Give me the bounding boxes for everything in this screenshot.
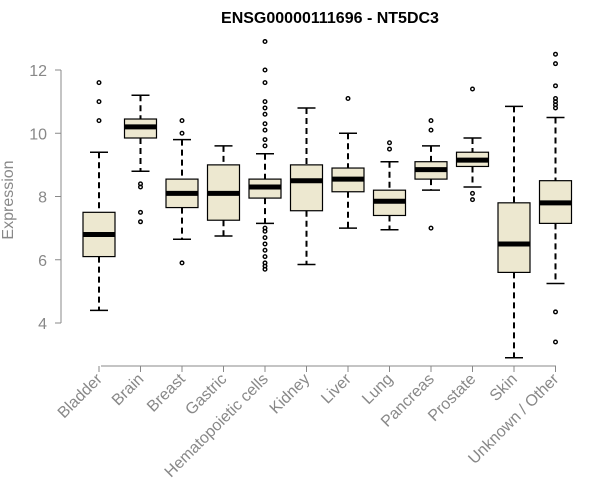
- outlier-point: [262, 260, 268, 266]
- y-tick-label: 6: [38, 253, 47, 270]
- outlier-point: [262, 235, 268, 241]
- outlier-point: [428, 127, 434, 133]
- outlier-point: [179, 260, 185, 266]
- y-tick-label: 4: [38, 316, 47, 333]
- outlier-point: [137, 209, 143, 215]
- box-group-prostate: [455, 86, 490, 203]
- outlier-point: [470, 86, 476, 92]
- x-tick-label: Breast: [144, 370, 189, 415]
- y-tick-label: 12: [29, 63, 47, 80]
- outlier-point: [262, 247, 268, 253]
- outlier-point: [262, 137, 268, 143]
- outlier-point: [553, 339, 559, 345]
- x-tick-label: Kidney: [267, 371, 314, 418]
- x-tick-label: Brain: [109, 371, 147, 409]
- outlier-point: [137, 219, 143, 225]
- outlier-point: [387, 146, 393, 152]
- box-group-hematopoietic-cells: [248, 39, 282, 272]
- box-group-kidney: [289, 107, 324, 266]
- chart-title: ENSG00000111696 - NT5DC3: [221, 10, 439, 27]
- outlier-point: [262, 254, 268, 260]
- box-group-unknown-other: [538, 51, 573, 345]
- outlier-point: [387, 140, 393, 146]
- x-tick-label: Lung: [359, 371, 396, 408]
- outlier-point: [262, 80, 268, 86]
- outlier-point: [262, 241, 268, 247]
- outlier-point: [262, 67, 268, 73]
- outlier-point: [262, 225, 268, 231]
- outlier-point: [137, 181, 143, 187]
- outlier-point: [428, 118, 434, 124]
- y-tick-label: 8: [38, 190, 47, 207]
- y-ticks: 4 6 8 10 12: [29, 63, 61, 333]
- outlier-point: [553, 51, 559, 57]
- outlier-point: [262, 127, 268, 133]
- outlier-point: [262, 121, 268, 127]
- outlier-point: [262, 143, 268, 149]
- x-tick-label: Bladder: [55, 370, 106, 421]
- outlier-point: [553, 83, 559, 89]
- outlier-point: [345, 95, 351, 101]
- outlier-point: [262, 105, 268, 111]
- x-tick-label: Liver: [318, 370, 355, 407]
- outlier-point: [470, 197, 476, 203]
- box-group-skin: [497, 105, 531, 359]
- box-group-liver: [331, 95, 365, 229]
- y-axis-label: Expression: [0, 160, 17, 239]
- outlier-point: [179, 118, 185, 124]
- box-group-lung: [372, 140, 407, 231]
- box-group-brain: [123, 94, 158, 225]
- outlier-point: [262, 111, 268, 117]
- box-group-bladder: [82, 80, 116, 312]
- outlier-point: [262, 99, 268, 105]
- outlier-point: [96, 99, 102, 105]
- y-tick-label: 10: [29, 126, 47, 143]
- x-tick-label: Skin: [487, 371, 521, 405]
- outlier-point: [96, 118, 102, 124]
- outlier-point: [553, 61, 559, 67]
- outlier-point: [262, 39, 268, 45]
- outlier-point: [96, 80, 102, 86]
- iqr-box: [497, 202, 531, 273]
- boxes: [82, 39, 573, 359]
- box-group-pancreas: [414, 118, 448, 231]
- outlier-point: [428, 225, 434, 231]
- box-group-gastric: [206, 145, 241, 237]
- outlier-point: [179, 130, 185, 136]
- box-group-breast: [165, 118, 199, 266]
- iqr-box: [289, 164, 324, 212]
- outlier-point: [553, 95, 559, 101]
- outlier-point: [470, 190, 476, 196]
- outlier-point: [553, 309, 559, 315]
